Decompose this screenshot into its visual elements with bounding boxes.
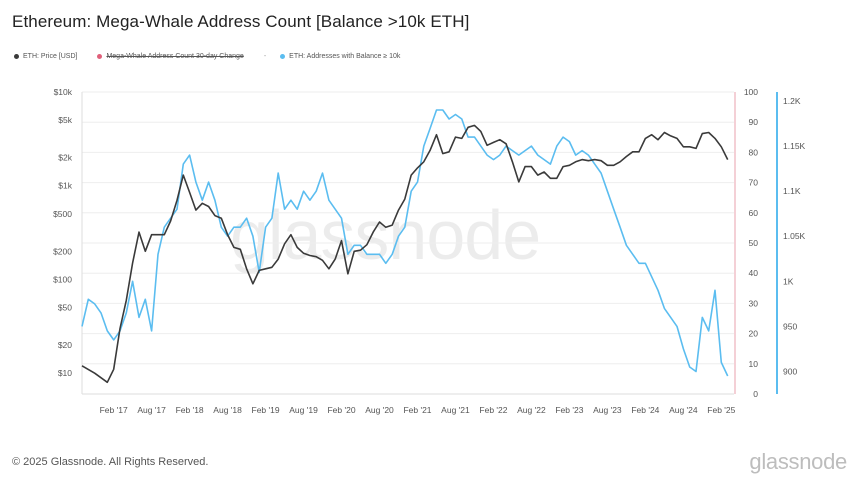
- legend: ETH: Price [USD] Mega-Whale Address Coun…: [14, 53, 420, 60]
- x-tick-label: Aug '20: [365, 405, 394, 415]
- legend-change-label: Mega-Whale Address Count 30-day Change: [106, 53, 244, 60]
- y-middle-tick-label: 40: [749, 268, 759, 278]
- x-tick-label: Feb '21: [403, 405, 431, 415]
- x-tick-label: Feb '19: [252, 405, 280, 415]
- y-left-tick-label: $200: [53, 246, 72, 256]
- watermark: glassnode: [230, 196, 541, 274]
- y-right-tick-label: 1.05K: [783, 231, 806, 241]
- x-tick-label: Aug '18: [213, 405, 242, 415]
- x-tick-label: Feb '17: [100, 405, 128, 415]
- y-left-tick-label: $10k: [54, 87, 73, 97]
- x-tick-label: Feb '23: [555, 405, 583, 415]
- y-right-tick-label: 1.15K: [783, 141, 806, 151]
- y-left-tick-label: $100: [53, 274, 72, 284]
- y-middle-tick-label: 20: [749, 329, 759, 339]
- x-tick-label: Feb '18: [176, 405, 204, 415]
- y-middle-tick-label: 10: [749, 359, 759, 369]
- price-line: [81, 124, 729, 384]
- x-tick-label: Feb '20: [327, 405, 355, 415]
- legend-item-price[interactable]: ETH: Price [USD]: [14, 53, 77, 60]
- y-middle-tick-label: 100: [744, 87, 758, 97]
- y-left-tick-label: $10: [58, 368, 72, 378]
- y-right-tick-label: 1.1K: [783, 186, 801, 196]
- legend-addresses-swatch: [280, 54, 286, 59]
- legend-separator: -: [263, 53, 267, 60]
- x-tick-label: Aug '22: [517, 405, 546, 415]
- y-right-tick-label: 900: [783, 366, 797, 376]
- copyright: © 2025 Glassnode. All Rights Reserved.: [12, 456, 209, 468]
- y-right-tick-label: 1.2K: [783, 96, 801, 106]
- y-middle-tick-label: 90: [749, 117, 759, 127]
- y-left-tick-label: $2k: [58, 153, 72, 163]
- y-left-tick-label: $50: [58, 303, 72, 313]
- y-middle-tick-label: 70: [749, 178, 759, 188]
- x-tick-label: Feb '25: [707, 405, 735, 415]
- x-tick-label: Feb '24: [631, 405, 659, 415]
- x-tick-label: Aug '19: [289, 405, 318, 415]
- y-left-tick-label: $20: [58, 340, 72, 350]
- y-middle-tick-label: 80: [749, 147, 759, 157]
- addresses-line: [81, 109, 729, 377]
- legend-item-addresses[interactable]: ETH: Addresses with Balance ≥ 10k: [280, 53, 400, 60]
- y-middle-tick-label: 60: [749, 208, 759, 218]
- legend-price-label: ETH: Price [USD]: [23, 53, 78, 60]
- legend-price-swatch: [14, 54, 19, 59]
- y-middle-tick-label: 50: [749, 238, 759, 248]
- x-tick-label: Aug '24: [669, 405, 698, 415]
- x-tick-label: Aug '17: [137, 405, 166, 415]
- legend-addresses-label: ETH: Addresses with Balance ≥ 10k: [289, 53, 401, 60]
- y-right-tick-label: 1K: [783, 276, 794, 286]
- y-left-tick-label: $500: [53, 209, 72, 219]
- brand-logo: glassnode: [749, 449, 847, 474]
- y-middle-tick-label: 0: [753, 389, 758, 399]
- y-middle-tick-label: 30: [749, 298, 759, 308]
- x-tick-label: Aug '23: [593, 405, 622, 415]
- x-tick-label: Feb '22: [479, 405, 507, 415]
- y-right-tick-label: 950: [783, 321, 797, 331]
- legend-change-swatch: [97, 54, 103, 59]
- y-left-tick-label: $1k: [58, 181, 72, 191]
- legend-item-change[interactable]: Mega-Whale Address Count 30-day Change: [97, 53, 244, 60]
- chart-title: Ethereum: Mega-Whale Address Count [Bala…: [12, 12, 470, 31]
- x-tick-label: Aug '21: [441, 405, 470, 415]
- y-left-tick-label: $5k: [58, 115, 72, 125]
